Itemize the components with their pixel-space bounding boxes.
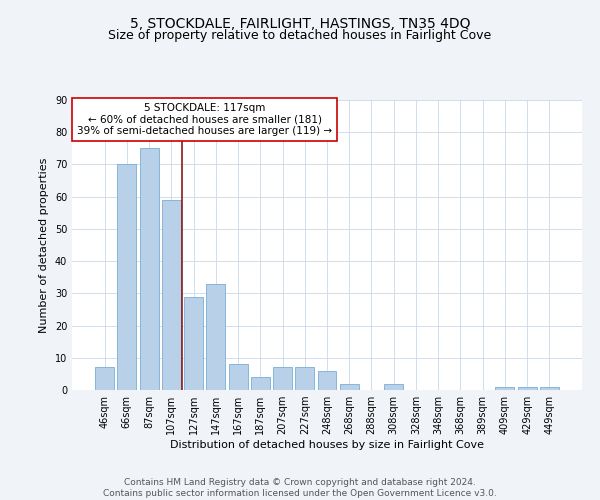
Text: 5 STOCKDALE: 117sqm
← 60% of detached houses are smaller (181)
39% of semi-detac: 5 STOCKDALE: 117sqm ← 60% of detached ho…: [77, 103, 332, 136]
Text: 5, STOCKDALE, FAIRLIGHT, HASTINGS, TN35 4DQ: 5, STOCKDALE, FAIRLIGHT, HASTINGS, TN35 …: [130, 18, 470, 32]
Bar: [317, 370, 337, 390]
Bar: [273, 368, 292, 390]
Y-axis label: Number of detached properties: Number of detached properties: [39, 158, 49, 332]
Bar: [295, 368, 314, 390]
Bar: [162, 200, 181, 390]
Bar: [229, 364, 248, 390]
Bar: [384, 384, 403, 390]
Bar: [184, 296, 203, 390]
Bar: [496, 387, 514, 390]
Bar: [95, 368, 114, 390]
Text: Size of property relative to detached houses in Fairlight Cove: Size of property relative to detached ho…: [109, 29, 491, 42]
Text: Contains HM Land Registry data © Crown copyright and database right 2024.
Contai: Contains HM Land Registry data © Crown c…: [103, 478, 497, 498]
Bar: [340, 384, 359, 390]
Bar: [518, 387, 536, 390]
Bar: [251, 377, 270, 390]
Bar: [206, 284, 225, 390]
X-axis label: Distribution of detached houses by size in Fairlight Cove: Distribution of detached houses by size …: [170, 440, 484, 450]
Bar: [140, 148, 158, 390]
Bar: [540, 387, 559, 390]
Bar: [118, 164, 136, 390]
